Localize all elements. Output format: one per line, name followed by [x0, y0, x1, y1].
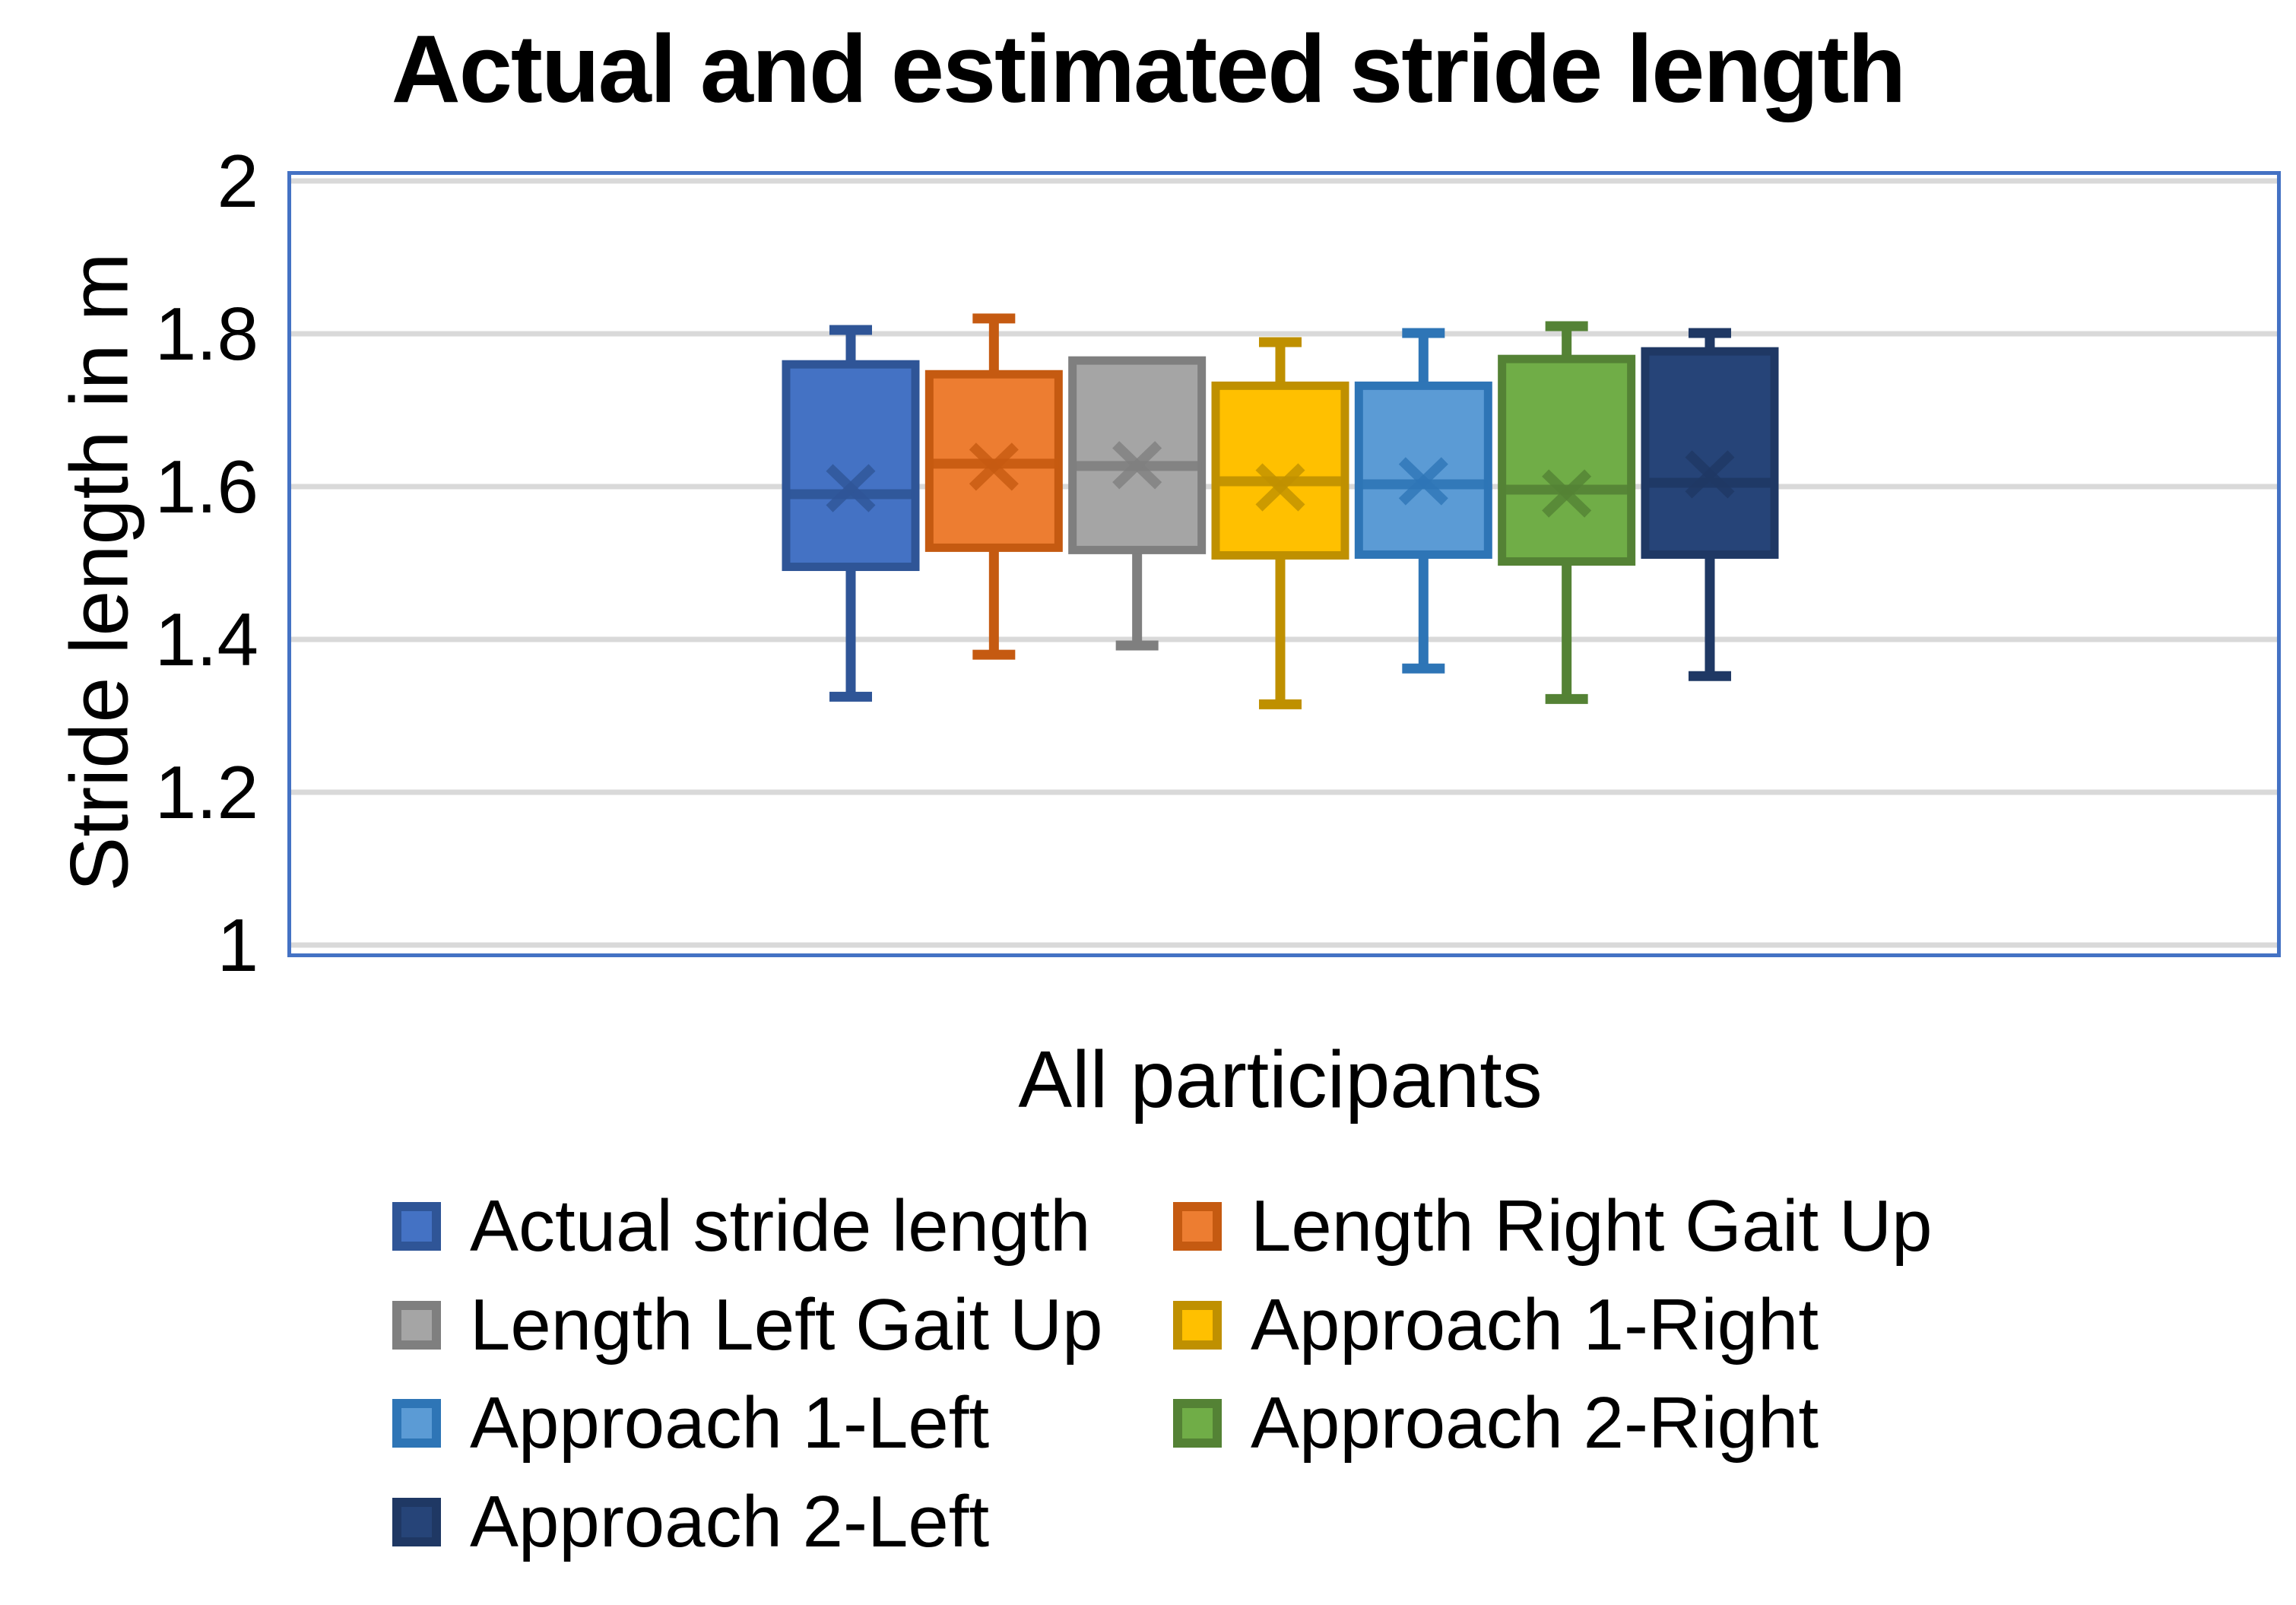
box: [1211, 381, 1349, 560]
legend-swatch: [392, 1498, 441, 1546]
legend-swatch: [1173, 1301, 1222, 1350]
legend-label: Approach 2-Left: [470, 1481, 990, 1562]
y-tick-label: 1: [217, 903, 258, 987]
mean-marker: [826, 464, 876, 512]
y-tick-label: 1.2: [154, 750, 258, 834]
legend-swatch: [392, 1399, 441, 1448]
box: [1354, 381, 1492, 559]
y-tick-label: 1.4: [154, 598, 258, 681]
plot-area: [287, 171, 2281, 957]
boxplot-canvas: [291, 178, 2277, 948]
legend-swatch: [1173, 1202, 1222, 1251]
mean-marker: [969, 442, 1019, 491]
box: [1068, 356, 1207, 554]
legend-item: Approach 2-Left: [392, 1486, 989, 1559]
legend-swatch: [392, 1202, 441, 1251]
legend-item: Length Right Gait Up: [1173, 1190, 1933, 1263]
legend-label: Approach 1-Left: [470, 1382, 990, 1464]
mean-marker: [1112, 441, 1162, 490]
legend-label: Approach 2-Right: [1251, 1382, 1819, 1464]
legend-item: Approach 1-Right: [1173, 1289, 1819, 1362]
box: [1498, 354, 1636, 566]
legend-label: Actual stride length: [470, 1185, 1091, 1267]
box: [1641, 347, 1779, 559]
legend-item: Length Left Gait Up: [392, 1289, 1103, 1362]
box: [782, 360, 920, 572]
legend-swatch: [1173, 1399, 1222, 1448]
mean-marker: [1255, 463, 1305, 512]
legend-item: Approach 2-Right: [1173, 1387, 1819, 1460]
legend-item: Approach 1-Left: [392, 1387, 989, 1460]
legend-label: Approach 1-Right: [1251, 1284, 1819, 1366]
y-tick-label: 2: [217, 139, 258, 223]
legend-item: Actual stride length: [392, 1190, 1090, 1263]
chart-title: Actual and estimated stride length: [391, 15, 1906, 122]
y-tick-label: 1.8: [154, 292, 258, 376]
legend-label: Length Right Gait Up: [1251, 1185, 1933, 1267]
x-axis-label: All participants: [1018, 1035, 1543, 1124]
legend-label: Length Left Gait Up: [470, 1284, 1103, 1366]
y-tick-label: 1.6: [154, 445, 258, 528]
mean-marker: [1685, 450, 1735, 499]
mean-marker: [1398, 457, 1448, 506]
legend-swatch: [392, 1301, 441, 1350]
mean-marker: [1542, 469, 1592, 518]
